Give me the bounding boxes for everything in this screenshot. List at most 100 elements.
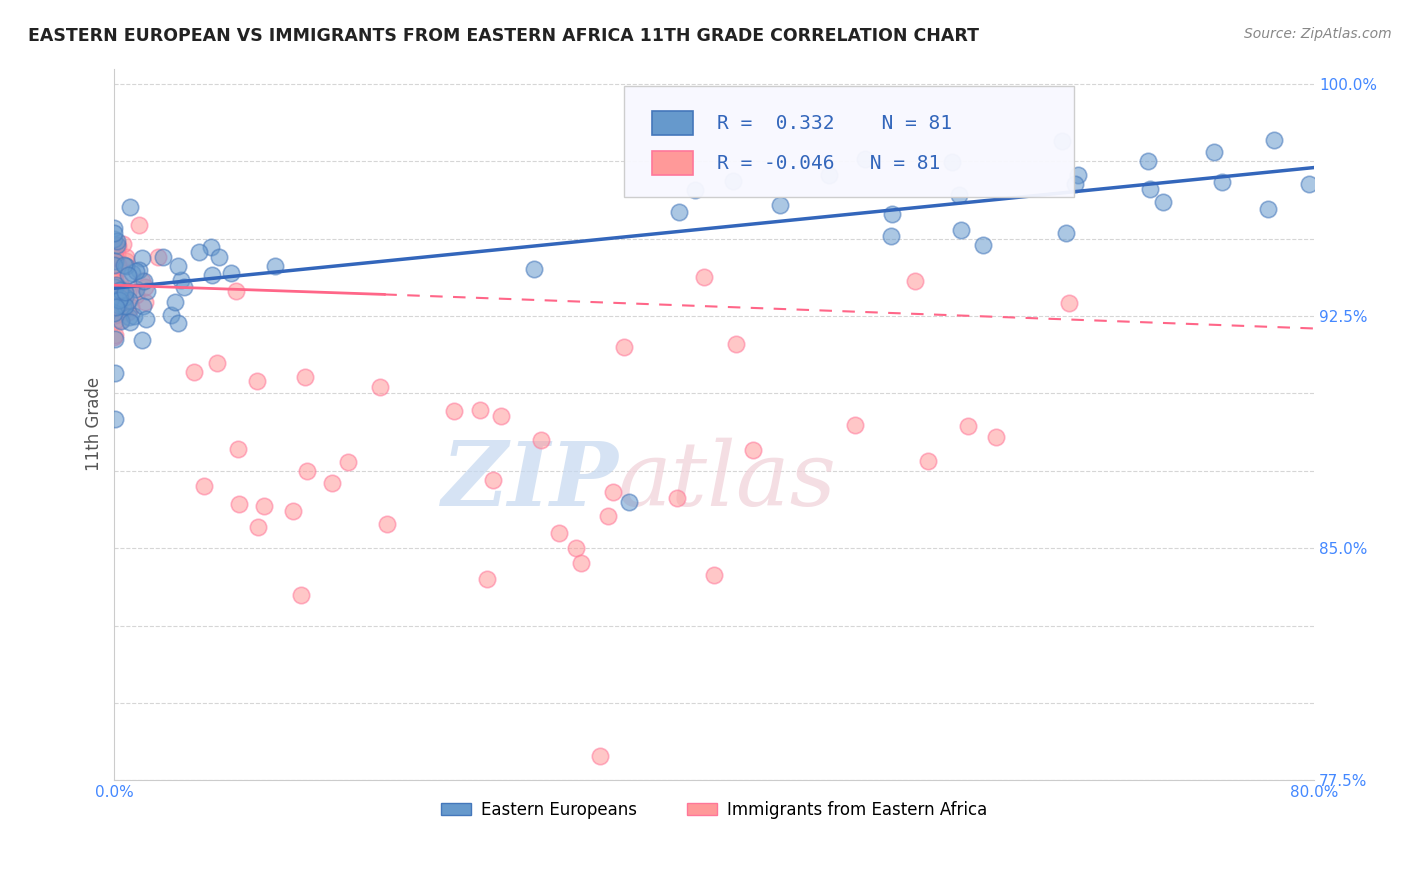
Point [225,284,247,298]
Point [949,223,972,237]
Point [124,288,146,302]
Point [598,509,620,524]
Point [103,299,125,313]
Point [613,340,636,354]
Point [108,289,131,303]
Text: R =  0.332    N = 81: R = 0.332 N = 81 [717,114,952,133]
Point [131,274,153,288]
Point [882,207,904,221]
Point [375,516,398,531]
Point [1298,177,1320,191]
Point [118,310,141,325]
Point [1153,194,1175,209]
Point [589,748,612,763]
Point [128,262,150,277]
Point [193,479,215,493]
Point [917,454,939,468]
Point [253,500,276,514]
Point [1263,133,1285,147]
Point [297,464,319,478]
Point [219,266,242,280]
Point [117,268,139,282]
Point [104,273,127,287]
Point [683,183,706,197]
Point [443,404,465,418]
Point [160,308,183,322]
Text: ZIP: ZIP [443,438,619,524]
Point [117,285,139,299]
FancyBboxPatch shape [652,151,693,176]
Point [173,279,195,293]
Point [132,274,155,288]
Point [136,285,159,299]
Point [104,293,127,307]
Point [108,277,131,291]
Point [246,374,269,388]
Point [104,305,127,319]
Point [941,154,963,169]
Point [111,299,134,313]
Point [115,259,138,273]
Point [148,250,170,264]
Point [602,485,624,500]
Point [120,300,142,314]
Point [956,419,979,434]
Point [844,418,866,433]
Point [103,330,125,344]
Point [188,245,211,260]
Point [475,572,498,586]
Point [104,328,127,343]
Point [103,309,125,323]
Point [283,504,305,518]
Point [617,495,640,509]
Point [103,302,125,317]
Point [246,519,269,533]
Point [107,293,129,307]
Text: R = -0.046   N = 81: R = -0.046 N = 81 [717,153,939,173]
Point [115,250,138,264]
Point [200,239,222,253]
Point [114,285,136,299]
Point [226,442,249,457]
Point [1139,182,1161,196]
Point [114,290,136,304]
Point [1257,202,1279,217]
Point [167,316,190,330]
Point [105,247,128,261]
Point [114,301,136,316]
Point [523,262,546,277]
Point [103,274,125,288]
Text: EASTERN EUROPEAN VS IMMIGRANTS FROM EASTERN AFRICA 11TH GRADE CORRELATION CHART: EASTERN EUROPEAN VS IMMIGRANTS FROM EAST… [28,27,979,45]
Point [134,280,156,294]
Point [131,251,153,265]
Y-axis label: 11th Grade: 11th Grade [86,377,103,472]
Point [108,291,131,305]
Point [904,275,927,289]
Point [117,305,139,319]
Point [984,430,1007,444]
Point [104,250,127,264]
Point [134,295,156,310]
Point [124,309,146,323]
Point [104,300,127,314]
Point [1067,168,1090,182]
Point [264,260,287,274]
Point [470,403,492,417]
Point [104,254,127,268]
Point [668,205,690,219]
Point [103,258,125,272]
Point [548,525,571,540]
Point [104,332,127,346]
Point [118,293,141,307]
Point [103,221,125,235]
Point [565,541,588,556]
Point [167,259,190,273]
FancyBboxPatch shape [652,112,693,136]
Point [165,295,187,310]
Point [131,334,153,348]
Point [104,268,127,282]
Point [110,313,132,327]
Point [121,266,143,280]
Point [104,279,127,293]
Point [125,264,148,278]
